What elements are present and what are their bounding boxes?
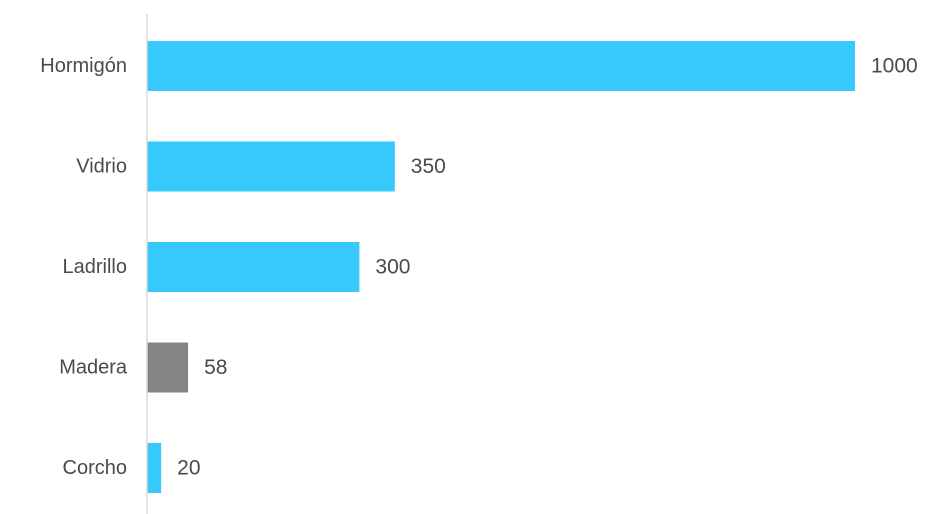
value-label-hormigon: 1000 — [871, 55, 918, 78]
category-label-hormigon: Hormigón — [40, 55, 127, 77]
value-label-madera: 58 — [204, 356, 227, 379]
bar-ladrillo — [147, 242, 360, 292]
bar-vidrio — [147, 141, 395, 192]
bar-corcho — [147, 443, 162, 493]
category-label-corcho: Corcho — [63, 457, 127, 479]
category-labels-group: Hormigón Vidrio Ladrillo Madera Corcho — [40, 55, 128, 479]
bar-madera — [147, 342, 189, 393]
value-labels-group: 1000 350 300 58 20 — [177, 55, 918, 480]
value-label-corcho: 20 — [177, 457, 200, 480]
bars-group — [147, 41, 855, 493]
category-label-madera: Madera — [59, 357, 128, 379]
category-label-vidrio: Vidrio — [76, 156, 127, 178]
value-label-vidrio: 350 — [411, 155, 446, 178]
category-label-ladrillo: Ladrillo — [63, 256, 127, 278]
value-label-ladrillo: 300 — [375, 256, 410, 279]
bar-hormigon — [147, 41, 855, 91]
